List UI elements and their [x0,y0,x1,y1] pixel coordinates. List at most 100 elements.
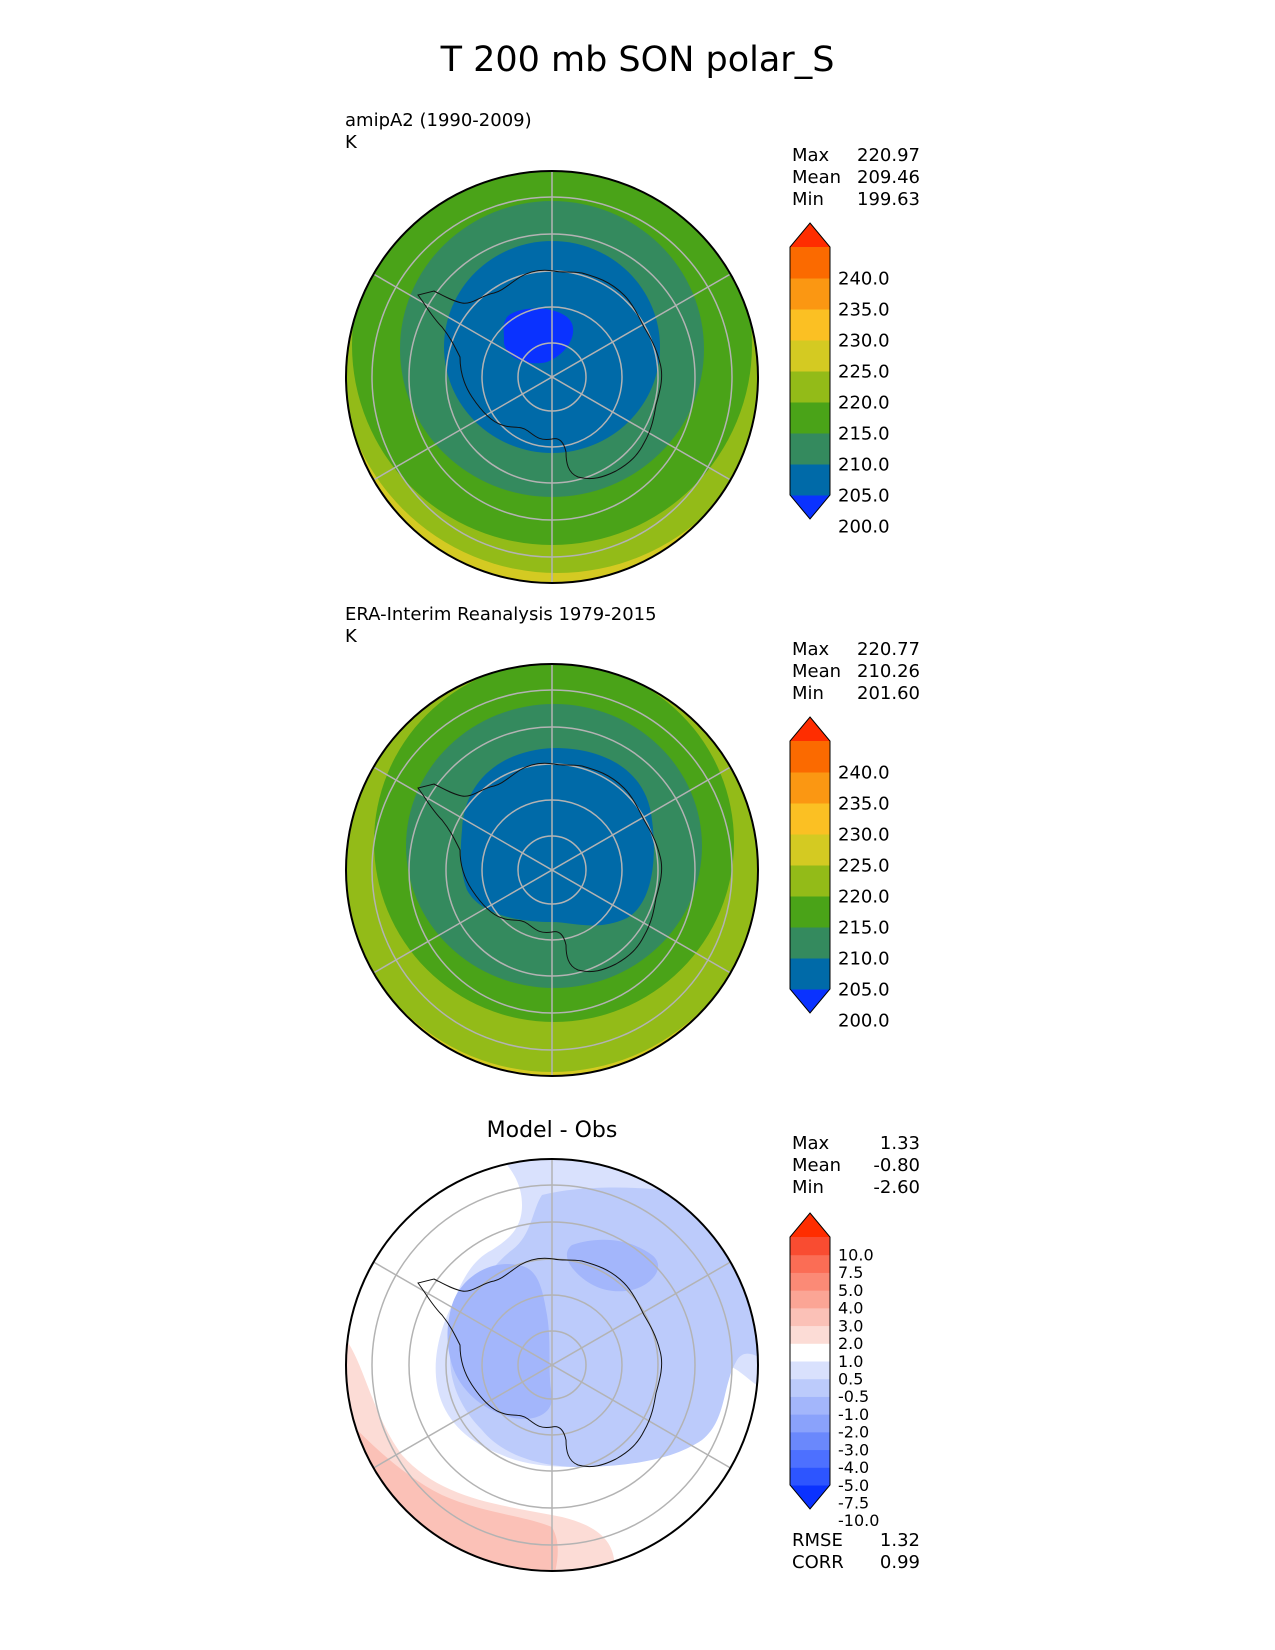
reference-colorbar-tick-label: 240.0 [838,762,890,783]
test-colorbar: 240.0 235.0 230.0 225.0 220.0 215.0 210.0 205.0… [789,222,890,537]
diff-colorbar-bin [790,1325,830,1344]
diff-colorbar-tick-label: 7.5 [838,1263,863,1282]
test-colorbar-outline [789,222,831,520]
diff-panel-title: Model - Obs [486,1118,618,1143]
diff-fill-minus2-minus1-east [566,1239,659,1292]
diff-colorbar-tick-label: 1.0 [838,1352,863,1371]
test-colorbar-bin [790,371,830,403]
test-colorbar-extend-max [790,223,830,247]
diff-stat-mean: Mean -0.80 [792,1155,920,1176]
test-stat-min: Min 199.63 [792,189,920,210]
test-colorbar-bin [790,309,830,341]
test-colorbar-bin [790,464,830,496]
reference-map-frame [345,663,759,1077]
test-stats: Max 220.97 Mean 209.46 Min 199.63 [792,145,920,211]
test-colorbar-tick-label: 230.0 [838,330,890,351]
diff-colorbar-bin [790,1467,830,1486]
test-colorbar-tick-label: 240.0 [838,268,890,289]
reference-colorbar: 240.0 235.0 230.0 225.0 220.0 215.0 210.0 205.0… [789,716,890,1031]
diff-graticule [369,1159,735,1571]
reference-stat-max: Max 220.77 [792,639,920,660]
test-colorbar-bin [790,247,830,279]
test-stat-mean: Mean 209.46 [792,167,920,188]
diff-colorbar-tick-label: -2.0 [838,1423,869,1442]
test-colorbar-bin [790,402,830,434]
diff-colorbar-bin [790,1361,830,1380]
reference-stats: Max 220.77 Mean 210.26 Min 201.60 [792,639,920,705]
diff-colorbar-bin [790,1254,830,1273]
reference-colorbar-tick-label: 210.0 [838,948,890,969]
diff-colorbar-bin [790,1396,830,1415]
figure-title: T 200 mb SON polar_S [440,40,835,80]
reference-panel-title: ERA-Interim Reanalysis 1979-2015 K [345,604,657,648]
diff-stat-rmse: RMSE 1.32 [792,1530,920,1551]
test-colorbar-tick-label: 220.0 [838,392,890,413]
test-colorbar-extend-min [790,495,830,519]
reference-colorbar-bin [790,741,830,773]
diff-colorbar-extend-max [790,1213,830,1237]
reference-colorbar-extend-min [790,989,830,1013]
diff-colorbar-bin [790,1290,830,1309]
test-colorbar-bin [790,433,830,465]
reference-map [345,663,759,1077]
diff-colorbar-bin [790,1272,830,1291]
reference-colorbar-tick-label: 205.0 [838,979,890,1000]
diff-colorbar-tick-label: -10.0 [838,1511,879,1530]
reference-colorbar-bin [790,865,830,897]
test-panel-units: K [345,132,357,153]
diff-stats: Max 1.33 Mean -0.80 Min -2.60 [792,1133,920,1199]
diff-colorbar-bin [790,1307,830,1327]
diff-colorbar-bin [790,1378,830,1397]
reference-colorbar-tick-label: 215.0 [838,917,890,938]
test-colorbar-tick-label: 200.0 [838,516,890,537]
reference-colorbar-tick-label: 220.0 [838,886,890,907]
diff-colorbar-bin [790,1343,830,1362]
diff-colorbar-tick-label: -1.0 [838,1405,869,1424]
diff-stat-max: Max 1.33 [792,1133,920,1154]
diff-colorbar-extend-min [790,1485,830,1509]
diff-map-frame [345,1158,759,1572]
test-colorbar-tick-label: 215.0 [838,423,890,444]
diff-coastline [417,1257,663,1468]
reference-colorbar-tick-label: 235.0 [838,793,890,814]
test-colorbar-bin [790,340,830,372]
test-stat-max: Max 220.97 [792,145,920,166]
diff-colorbar-tick-label: -0.5 [838,1387,869,1406]
diff-colorbar-tick-label: -5.0 [838,1476,869,1495]
diff-colorbar-bin [790,1237,830,1256]
reference-colorbar-bin [790,927,830,959]
diff-stat-min: Min -2.60 [792,1177,920,1198]
reference-graticule [369,664,735,1076]
test-panel-name: amipA2 (1990-2009) [345,110,532,131]
reference-stat-mean: Mean 210.26 [792,661,920,682]
diff-colorbar-bin [790,1414,830,1433]
diff-colorbar-tick-label: -3.0 [838,1440,869,1459]
reference-colorbar-extend-max [790,717,830,741]
test-panel-title: amipA2 (1990-2009) K [345,110,532,154]
diff-extra-stats: RMSE 1.32 CORR 0.99 [792,1530,920,1574]
test-colorbar-tick-label: 225.0 [838,361,890,382]
reference-colorbar-bin [790,958,830,990]
diff-colorbar-bin [790,1449,830,1468]
reference-colorbar-bin [790,772,830,804]
test-colorbar-tick-label: 205.0 [838,485,890,506]
diff-colorbar-tick-label: -7.5 [838,1493,869,1512]
reference-coastline [417,762,663,973]
reference-colorbar-outline [789,716,831,1014]
diff-colorbar-tick-label: -4.0 [838,1458,869,1477]
test-colorbar-tick-label: 210.0 [838,454,890,475]
reference-colorbar-tick-label: 200.0 [838,1010,890,1031]
test-fill-below-200 [503,308,574,364]
diff-colorbar-tick-label: 10.0 [838,1245,874,1264]
diff-colorbar-tick-label: 3.0 [838,1316,863,1335]
diff-map [345,1158,759,1572]
test-map-frame [345,170,759,584]
diff-colorbar-bin [790,1431,830,1451]
diff-colorbar-tick-label: 5.0 [838,1281,863,1300]
diff-colorbar: 10.07.55.04.03.02.01.00.5-0.5-1.0-2.0-3.… [789,1212,879,1530]
reference-panel-units: K [345,626,357,647]
diff-colorbar-tick-label: 4.0 [838,1299,863,1318]
reference-colorbar-bin [790,803,830,835]
diff-colorbar-tick-label: 0.5 [838,1369,863,1388]
test-coastline [417,269,663,480]
